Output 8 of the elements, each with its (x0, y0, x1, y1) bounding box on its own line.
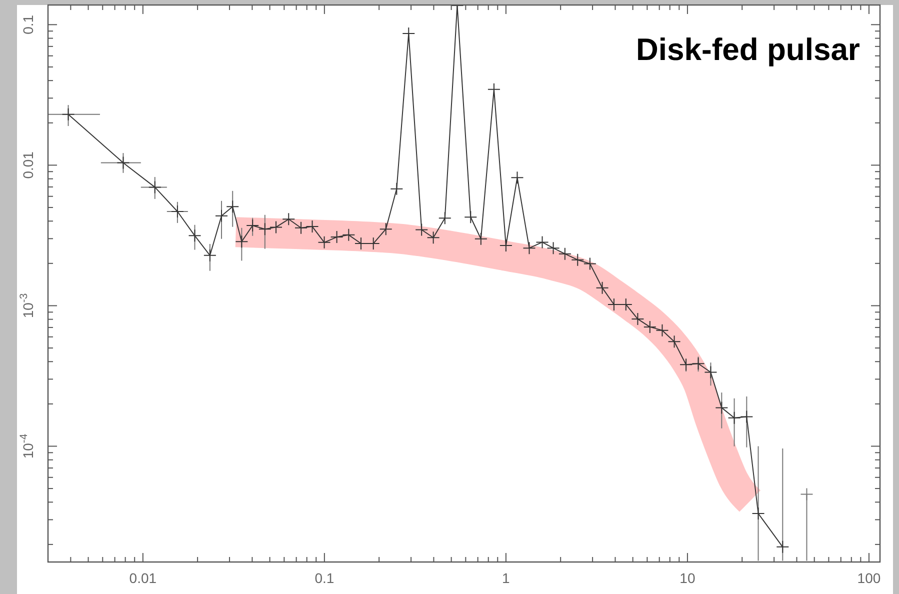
x-tick-label: 0.01 (129, 570, 157, 586)
x-tick-label: 0.1 (314, 570, 334, 586)
y-tick-label: 0.1 (20, 14, 36, 34)
x-tick-label: 1 (502, 570, 510, 586)
x-tick-label: 100 (857, 570, 881, 586)
text: Disk-fed pulsar (636, 32, 860, 67)
y-tick-label: 0.01 (20, 151, 36, 179)
x-tick-label: 10 (680, 570, 696, 586)
